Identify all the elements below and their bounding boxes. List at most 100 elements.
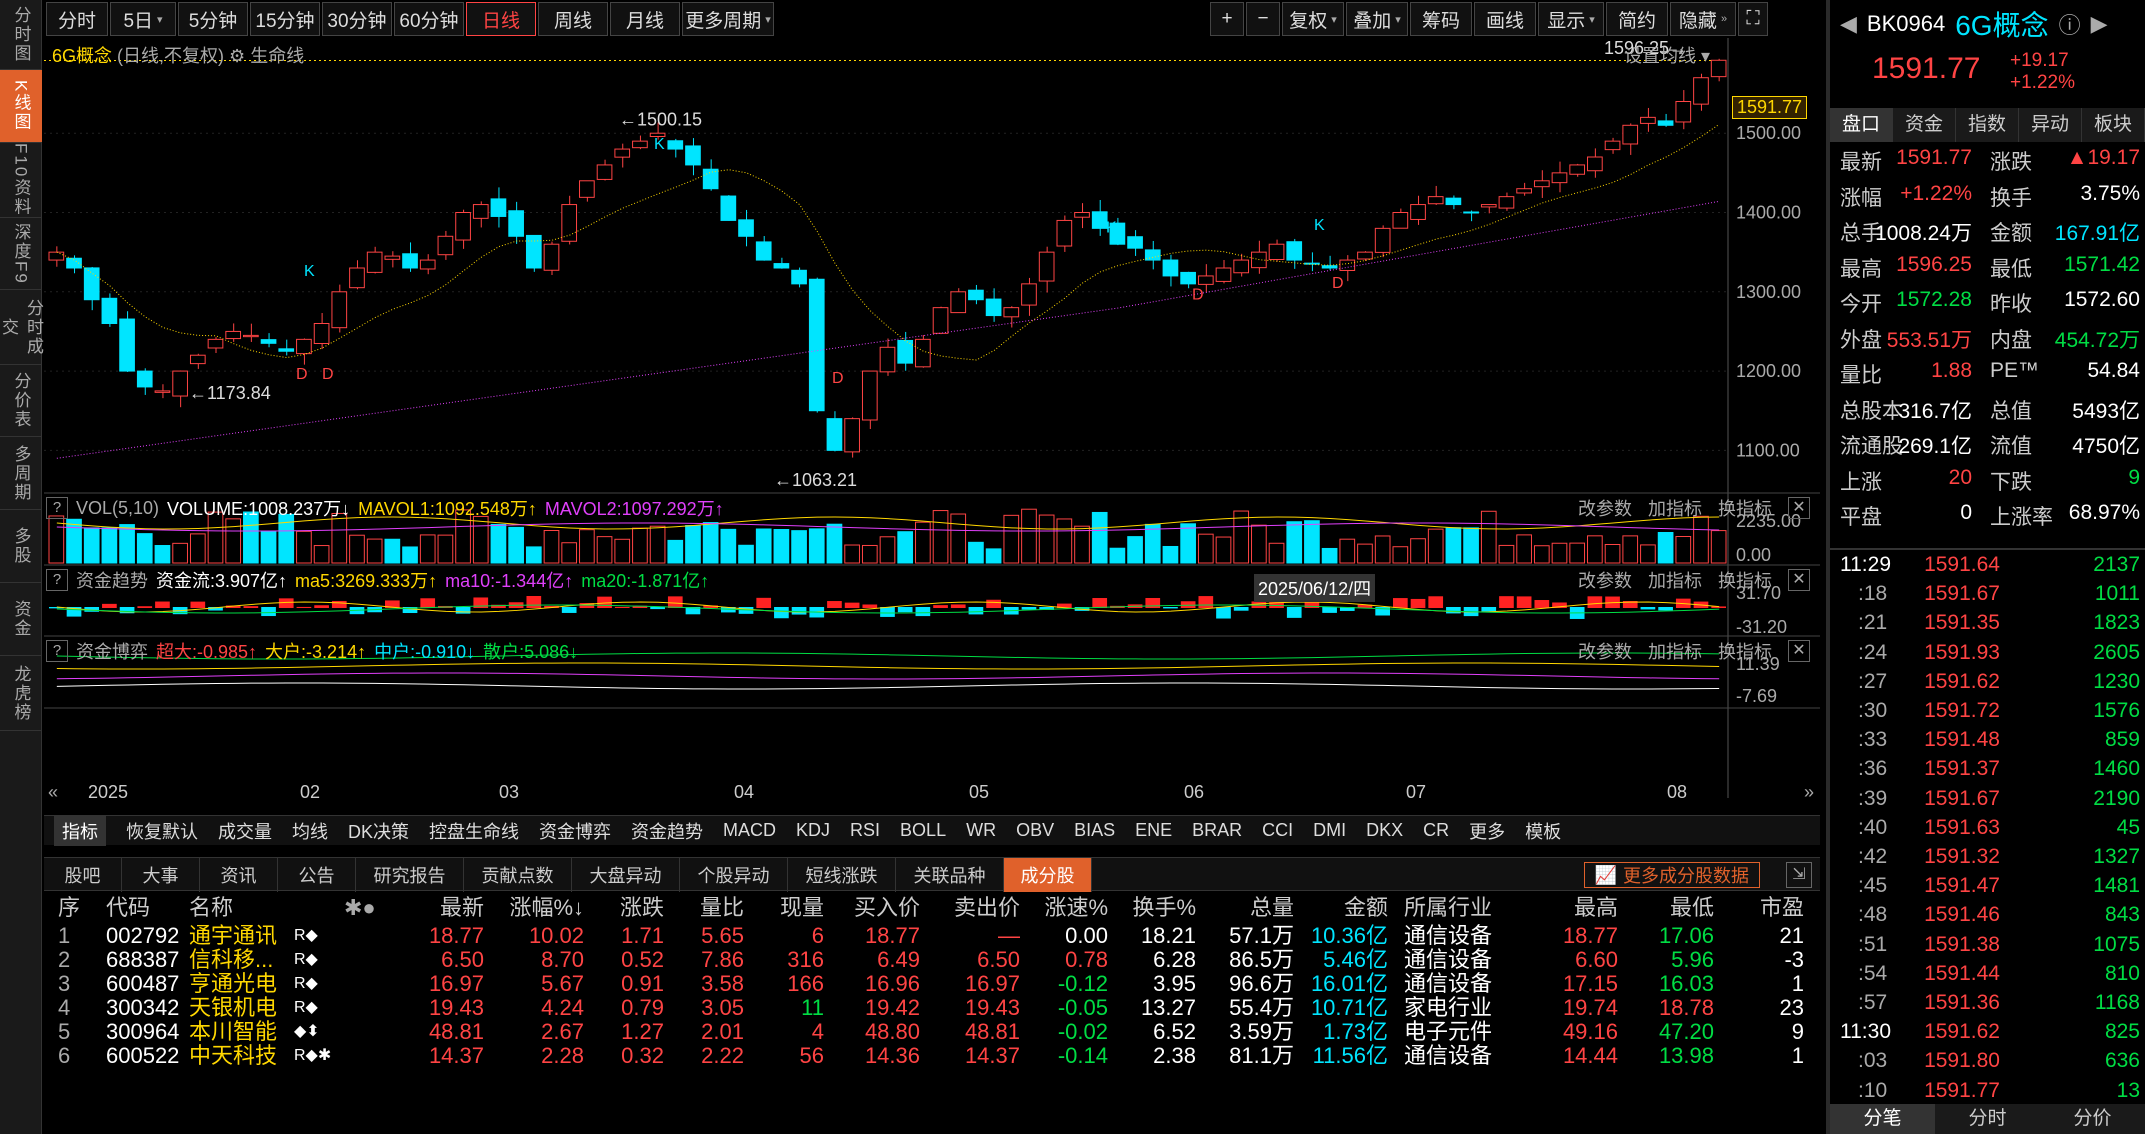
prev-stock-icon[interactable]: ◀ — [1840, 11, 1857, 36]
table-row[interactable]: 1 002792 通宇通讯 R◆ 18.77 10.02 1.71 5.65 6 18.77 — 0.… — [44, 924, 1820, 948]
period-0[interactable]: 分时 — [46, 2, 108, 36]
table-row[interactable]: 2 688387 信科移... R◆ 6.50 8.70 0.52 7.86 316 6.49 6.… — [44, 948, 1820, 972]
period-2[interactable]: 5分钟 — [178, 2, 248, 36]
toolbar-btn-5[interactable]: 画线 — [1474, 2, 1536, 36]
panel-tool-2[interactable]: 换指标 — [1718, 571, 1772, 591]
col-header-17[interactable]: 最低 — [1669, 895, 1714, 920]
help-icon[interactable]: ? — [46, 497, 68, 519]
col-header-4[interactable]: 最新 — [439, 895, 484, 920]
indicator-19[interactable]: DKX — [1366, 820, 1404, 840]
ma-settings-button[interactable]: 设置均线 ▾ — [1624, 42, 1710, 68]
bottom-tab-8[interactable]: 短线涨跌 — [788, 858, 896, 892]
toolbar-btn-2[interactable]: 复权 ▾ — [1282, 2, 1344, 36]
period-5[interactable]: 60分钟 — [394, 2, 464, 36]
indicator-13[interactable]: OBV — [1016, 820, 1055, 840]
kline-chart[interactable]: 1500.00 1400.00 1300.00 1200.00 1100.00 1596.… — [44, 38, 1820, 816]
nav-item-5[interactable]: 分价表 — [0, 365, 42, 437]
toolbar-btn-1[interactable]: − — [1246, 2, 1280, 36]
indicator-8[interactable]: MACD — [723, 820, 777, 840]
nav-item-3[interactable]: 深度F9 — [0, 218, 42, 290]
col-header-15[interactable]: 所属行业 — [1404, 895, 1493, 920]
col-header-18[interactable]: 市盈 — [1759, 895, 1804, 920]
chart-canvas[interactable]: 1500.00 1400.00 1300.00 1200.00 1100.00 1596.… — [44, 38, 1820, 816]
bottom-tab-9[interactable]: 关联品种 — [896, 858, 1004, 892]
more-components-button[interactable]: 📈 更多成分股数据 — [1583, 862, 1760, 888]
indicator-21[interactable]: 更多 — [1469, 821, 1506, 842]
nav-item-0[interactable]: 分时图 — [0, 0, 42, 70]
indicator-18[interactable]: DMI — [1313, 820, 1347, 840]
column-toggle-icon[interactable]: ✱● — [344, 895, 376, 920]
footer-tab-0[interactable]: 分笔 — [1830, 1104, 1935, 1134]
col-header-13[interactable]: 总量 — [1249, 895, 1294, 920]
settings-gear-icon[interactable]: ⚙ — [229, 46, 246, 66]
footer-tab-2[interactable]: 分价 — [2073, 1108, 2112, 1129]
scroll-left-icon[interactable]: « — [48, 782, 58, 802]
panel-tool-1[interactable]: 加指标 — [1648, 571, 1702, 591]
quote-tab-1[interactable]: 资金 — [1893, 108, 1956, 142]
nav-item-4[interactable]: 分时成交 — [0, 290, 43, 365]
toolbar-btn-3[interactable]: 叠加 ▾ — [1346, 2, 1408, 36]
table-row[interactable]: 6 600522 中天科技 R◆✱ 14.37 2.28 0.32 2.22 56 14.36 14… — [44, 1044, 1820, 1068]
panel-tool-0[interactable]: 改参数 — [1578, 642, 1632, 662]
indicator-9[interactable]: KDJ — [796, 820, 831, 840]
panel-tool-1[interactable]: 加指标 — [1648, 642, 1702, 662]
col-header-6[interactable]: 涨跌 — [619, 895, 664, 920]
period-1[interactable]: 5日 ▾ — [110, 2, 176, 36]
col-header-10[interactable]: 卖出价 — [953, 895, 1020, 920]
bottom-tab-0[interactable]: 股吧 — [44, 858, 122, 892]
col-header-14[interactable]: 金额 — [1343, 895, 1388, 920]
nav-item-7[interactable]: 多股 — [0, 510, 42, 583]
period-7[interactable]: 周线 — [538, 2, 608, 36]
indicator-22[interactable]: 模板 — [1525, 821, 1562, 842]
table-row[interactable]: 5 300964 本川智能 ◆⬍ 48.81 2.67 1.27 2.01 4 48.80 48.8… — [44, 1020, 1820, 1044]
next-stock-icon[interactable]: ▶ — [2090, 11, 2108, 36]
indicator-3[interactable]: 均线 — [292, 821, 328, 842]
table-row[interactable]: 3 600487 亨通光电 R◆ 16.97 5.67 0.91 3.58 166 16.96 16… — [44, 972, 1820, 996]
bottom-tab-7[interactable]: 个股异动 — [680, 858, 788, 892]
close-icon[interactable]: ✕ — [1788, 640, 1810, 662]
quote-tab-0[interactable]: 盘口 — [1830, 108, 1893, 142]
nav-item-8[interactable]: 资金 — [0, 583, 42, 656]
period-6[interactable]: 日线 — [466, 2, 536, 36]
close-icon[interactable]: ✕ — [1788, 569, 1810, 591]
indicator-0[interactable]: 指标 — [54, 815, 106, 846]
period-4[interactable]: 30分钟 — [322, 2, 392, 36]
nav-item-6[interactable]: 多周期 — [0, 437, 42, 510]
col-header-0[interactable]: 序 — [58, 895, 81, 920]
nav-item-1[interactable]: K线图 — [0, 70, 42, 143]
bottom-tab-5[interactable]: 贡献点数 — [464, 858, 572, 892]
nav-item-2[interactable]: F10资料 — [0, 143, 42, 218]
indicator-16[interactable]: BRAR — [1192, 820, 1243, 840]
panel-tool-0[interactable]: 改参数 — [1578, 571, 1632, 591]
help-icon[interactable]: ? — [46, 640, 68, 662]
col-header-9[interactable]: 买入价 — [853, 895, 920, 920]
panel-tool-2[interactable]: 换指标 — [1718, 642, 1772, 662]
col-header-11[interactable]: 涨速% — [1044, 895, 1108, 920]
toolbar-btn-0[interactable]: + — [1210, 2, 1244, 36]
bottom-tab-4[interactable]: 研究报告 — [356, 858, 464, 892]
indicator-7[interactable]: 资金趋势 — [631, 821, 704, 842]
footer-tab-1[interactable]: 分时 — [1968, 1108, 2007, 1129]
col-header-16[interactable]: 最高 — [1573, 895, 1618, 920]
panel-tool-1[interactable]: 加指标 — [1648, 499, 1702, 519]
toolbar-btn-7[interactable]: 简约 — [1606, 2, 1668, 36]
indicator-12[interactable]: WR — [966, 820, 997, 840]
table-row[interactable]: 4 300342 天银机电 R◆ 19.43 4.24 0.79 3.05 11 19.42 19.… — [44, 996, 1820, 1020]
bottom-tab-1[interactable]: 大事 — [122, 858, 200, 892]
indicator-14[interactable]: BIAS — [1074, 820, 1116, 840]
indicator-1[interactable]: 恢复默认 — [126, 821, 198, 842]
indicator-17[interactable]: CCI — [1262, 820, 1294, 840]
indicator-6[interactable]: 资金博弈 — [539, 821, 612, 842]
indicator-11[interactable]: BOLL — [900, 820, 947, 840]
quote-tab-2[interactable]: 指数 — [1956, 108, 2019, 142]
col-header-1[interactable]: 代码 — [106, 895, 151, 920]
period-3[interactable]: 15分钟 — [250, 2, 320, 36]
scroll-right-icon[interactable]: » — [1804, 782, 1814, 802]
export-icon[interactable]: ⇲ — [1786, 862, 1812, 888]
help-icon[interactable]: ? — [46, 569, 68, 591]
fullscreen-icon[interactable]: ⛶ — [1738, 2, 1768, 36]
nav-item-9[interactable]: 龙虎榜 — [0, 656, 42, 731]
col-header-8[interactable]: 现量 — [779, 895, 824, 920]
col-header-7[interactable]: 量比 — [699, 895, 744, 920]
toolbar-btn-6[interactable]: 显示 ▾ — [1538, 2, 1604, 36]
